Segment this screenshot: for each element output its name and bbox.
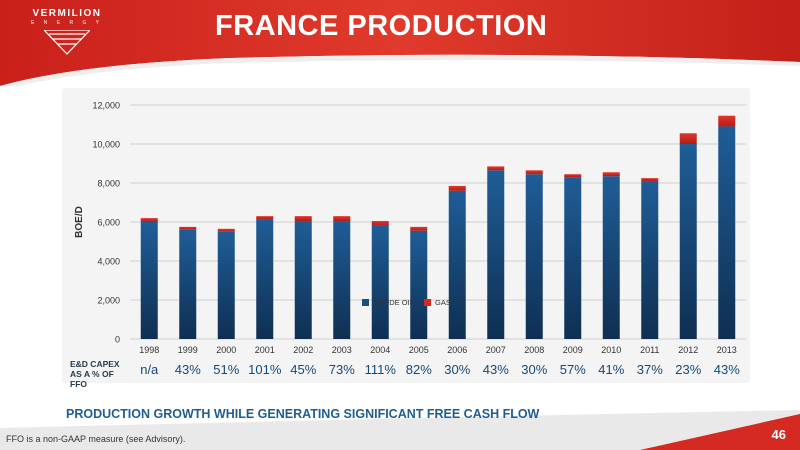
bar-gas [448, 185, 466, 191]
x-tick-label: 1998 [139, 345, 159, 355]
bar-crude-oil [679, 144, 697, 339]
bar-gas [217, 228, 235, 232]
chart-panel: 0 2,000 4,000 6,000 8,000 10,000 12,000 BOE/D 19… [62, 88, 750, 383]
x-tick-label: 2013 [717, 345, 737, 355]
bar-crude-oil [448, 190, 466, 339]
legend-swatch-crude-oil [362, 299, 369, 306]
y-axis-label: BOE/D [74, 206, 85, 238]
bar-crude-oil [564, 177, 582, 339]
bar-crude-oil [410, 230, 428, 339]
x-tick-label: 2010 [601, 345, 621, 355]
capex-value: 43% [174, 362, 201, 377]
capex-label-line1: E&D CAPEX [70, 359, 120, 369]
x-tick-label: 2003 [332, 345, 352, 355]
bar-gas [179, 226, 197, 230]
y-tick-label: 10,000 [92, 140, 120, 150]
bar-crude-oil [256, 219, 274, 339]
legend-label-gas: GAS [435, 298, 451, 307]
bar-crude-oil [641, 181, 659, 339]
bar-gas [140, 218, 158, 222]
capex-value: 82% [405, 362, 432, 377]
x-tick-label: 2005 [409, 345, 429, 355]
bar-gas [718, 115, 736, 127]
bar-crude-oil [294, 221, 312, 339]
footer-band [0, 400, 800, 450]
bar-gas [525, 170, 543, 175]
bar-gas [679, 133, 697, 144]
x-tick-label: 2004 [370, 345, 390, 355]
x-tick-label: 2008 [524, 345, 544, 355]
bar-crude-oil [718, 126, 736, 339]
y-tick-label: 2,000 [97, 296, 120, 306]
capex-value: 43% [713, 362, 740, 377]
y-tick-label: 8,000 [97, 179, 120, 189]
bar-gas [294, 216, 312, 222]
bar-crude-oil [487, 170, 505, 339]
bar-crude-oil [217, 231, 235, 339]
header-band: VERMILION E N E R G Y FRANCE PRODUCTION [0, 0, 800, 86]
capex-value: 73% [328, 362, 355, 377]
x-tick-label: 1999 [178, 345, 198, 355]
footnote: FFO is a non-GAAP measure (see Advisory)… [6, 434, 186, 444]
legend-swatch-gas [424, 299, 431, 306]
y-tick-label: 4,000 [97, 257, 120, 267]
bar-crude-oil [371, 225, 389, 339]
bar-gas [641, 178, 659, 182]
capex-value: n/a [140, 362, 159, 377]
capex-value: 101% [248, 362, 282, 377]
bar-crude-oil [525, 174, 543, 339]
bar-gas [256, 216, 274, 220]
capex-value: 30% [521, 362, 548, 377]
bar-gas [602, 172, 620, 177]
capex-value: 37% [636, 362, 663, 377]
tagline: PRODUCTION GROWTH WHILE GENERATING SIGNI… [66, 407, 540, 421]
chevron-logo-icon [44, 30, 90, 55]
logo-company-sub: E N E R G Y [31, 20, 103, 26]
x-tick-label: 2012 [678, 345, 698, 355]
bar-gas [371, 221, 389, 226]
x-tick-label: 2006 [447, 345, 467, 355]
capex-value: 111% [364, 362, 396, 377]
capex-label: E&D CAPEX AS A % OF FFO [70, 359, 130, 389]
logo-company-name: VERMILION [32, 8, 102, 19]
x-tick-label: 2001 [255, 345, 275, 355]
bar-crude-oil [333, 221, 351, 339]
production-chart: 0 2,000 4,000 6,000 8,000 10,000 12,000 BOE/D 19… [74, 101, 746, 355]
x-tick-label: 2002 [293, 345, 313, 355]
header-background [0, 0, 800, 86]
bar-gas [410, 226, 428, 231]
capex-value: 57% [559, 362, 586, 377]
y-tick-label: 0 [115, 335, 120, 345]
capex-value: 23% [675, 362, 702, 377]
capex-value: 45% [290, 362, 317, 377]
company-logo: VERMILION E N E R G Y [22, 6, 112, 62]
legend-label-crude-oil: CRUDE OIL [373, 298, 414, 307]
capex-value: 43% [482, 362, 509, 377]
bar-gas [333, 216, 351, 222]
x-tick-label: 2000 [216, 345, 236, 355]
page-number: 46 [771, 427, 786, 442]
capex-value: 30% [444, 362, 471, 377]
bar-gas [487, 166, 505, 171]
x-tick-label: 2009 [563, 345, 583, 355]
bar-gas [564, 174, 582, 178]
x-tick-label: 2011 [640, 345, 659, 355]
page-title: FRANCE PRODUCTION [215, 10, 548, 42]
capex-value: 51% [213, 362, 240, 377]
capex-label-line2: AS A % OF FFO [70, 369, 114, 389]
bar-crude-oil [179, 229, 197, 339]
bar-crude-oil [140, 222, 158, 339]
capex-value: 41% [598, 362, 625, 377]
bar-crude-oil [602, 176, 620, 339]
x-tick-label: 2007 [486, 345, 506, 355]
y-tick-label: 12,000 [92, 101, 120, 111]
y-tick-label: 6,000 [97, 218, 120, 228]
